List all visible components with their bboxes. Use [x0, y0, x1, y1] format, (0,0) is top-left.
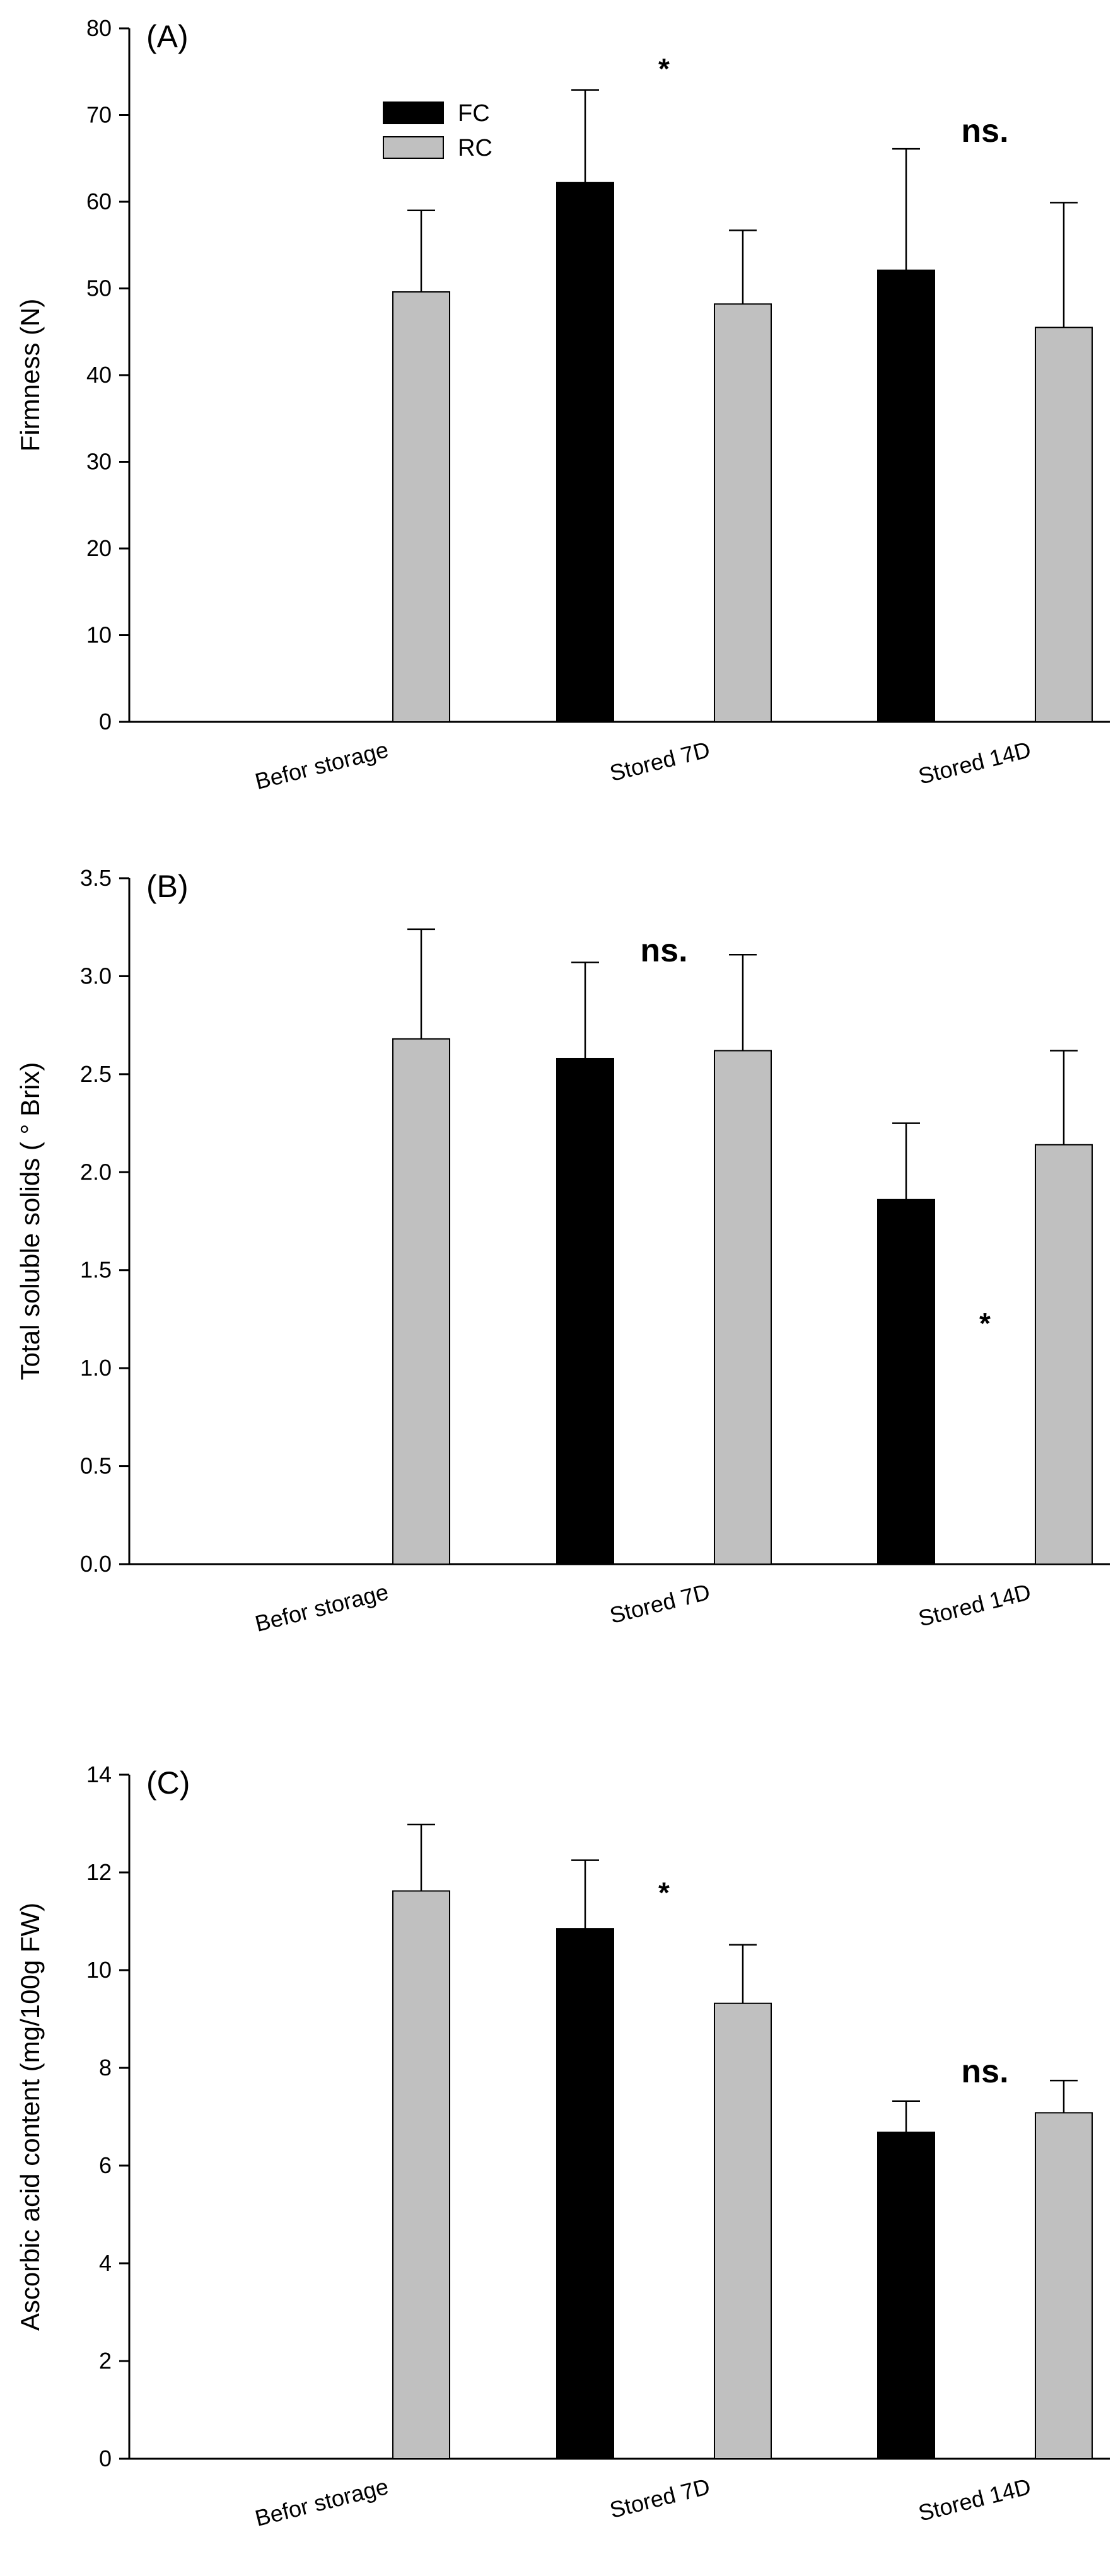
category-label: Stored 7D	[607, 736, 713, 786]
y-tick-label: 70	[86, 102, 112, 128]
significance-label: ns.	[640, 932, 687, 969]
y-tick-label: 3.0	[80, 963, 112, 989]
y-tick-label: 2.5	[80, 1061, 112, 1087]
y-tick-label: 1.0	[80, 1355, 112, 1381]
y-tick-label: 0	[99, 2445, 112, 2471]
bar-rc-1	[392, 1038, 450, 1565]
y-tick-label: 2.0	[80, 1159, 112, 1185]
y-tick-label: 14	[86, 1761, 112, 1787]
y-tick-label: 6	[99, 2152, 112, 2178]
y-tick-label: 10	[86, 622, 112, 648]
category-label: Befor storage	[252, 2473, 391, 2531]
y-tick-label: 0.0	[80, 1551, 112, 1577]
bar-rc-1	[392, 291, 450, 722]
category-label: Befor storage	[252, 736, 391, 794]
y-tick-label: 0.5	[80, 1453, 112, 1479]
bar-fc-3	[877, 1198, 935, 1565]
chart-panel-1: 0 10 20 30 40 50 60 70 80 Firmness (N) (A) Befor st…	[15, 15, 1110, 794]
bar-rc-2	[714, 303, 772, 722]
bar-fc-2	[556, 182, 614, 722]
y-axis-label: Total soluble solids ( ° Brix)	[15, 1062, 45, 1381]
significance-label: *	[979, 1307, 991, 1340]
y-tick-label: 8	[99, 2055, 112, 2080]
y-tick-label: 20	[86, 535, 112, 561]
bar-rc-3	[1035, 1144, 1093, 1565]
panel-label: (C)	[146, 1765, 190, 1801]
y-tick-label: 10	[86, 1957, 112, 1983]
significance-label: ns.	[961, 2053, 1008, 2090]
bar-rc-3	[1035, 2112, 1093, 2460]
panel-label: (B)	[146, 869, 189, 904]
significance-label: ns.	[961, 113, 1008, 149]
bar-rc-2	[714, 1050, 772, 1565]
bar-fc-3	[877, 2132, 935, 2460]
y-tick-label: 60	[86, 189, 112, 214]
significance-label: *	[658, 52, 670, 85]
legend-swatch-rc	[383, 136, 444, 159]
y-tick-label: 50	[86, 276, 112, 301]
bar-rc-1	[392, 1890, 450, 2459]
y-tick-label: 3.5	[80, 865, 112, 891]
bar-fc-2	[556, 1057, 614, 1565]
category-label: Befor storage	[252, 1579, 391, 1637]
y-axis-label: Ascorbic acid content (mg/100g FW)	[15, 1903, 45, 2331]
y-tick-label: 80	[86, 15, 112, 41]
y-tick-label: 40	[86, 362, 112, 388]
y-axis-label: Firmness (N)	[15, 299, 45, 452]
chart-panel-2: 0.0 0.5 1.0 1.5 2.0 2.5 3.0 3.5 Total soluble so…	[15, 865, 1110, 1637]
category-label: Stored 14D	[916, 1579, 1034, 1632]
y-tick-label: 1.5	[80, 1257, 112, 1283]
y-tick-label: 4	[99, 2250, 112, 2276]
category-label: Stored 14D	[916, 736, 1034, 789]
category-label: Stored 7D	[607, 1579, 713, 1628]
y-tick-label: 30	[86, 449, 112, 475]
bar-fc-3	[877, 269, 935, 722]
legend-swatch-fc	[383, 102, 444, 124]
category-label: Stored 14D	[916, 2473, 1034, 2526]
legend: FC RC	[383, 100, 492, 161]
chart-panel-3: 0 2 4 6 8 10 12 14 Ascorbic acid content (mg/100…	[15, 1761, 1110, 2531]
y-tick-label: 0	[99, 709, 112, 734]
category-label: Stored 7D	[607, 2473, 713, 2523]
bar-rc-2	[714, 2002, 772, 2459]
panel-label: (A)	[146, 19, 189, 54]
legend-label: RC	[458, 135, 492, 161]
legend-label: FC	[458, 100, 490, 127]
y-tick-label: 12	[86, 1859, 112, 1885]
bar-rc-3	[1035, 327, 1093, 722]
y-tick-label: 2	[99, 2348, 112, 2374]
significance-label: *	[658, 1876, 670, 1909]
bar-fc-2	[556, 1928, 614, 2459]
